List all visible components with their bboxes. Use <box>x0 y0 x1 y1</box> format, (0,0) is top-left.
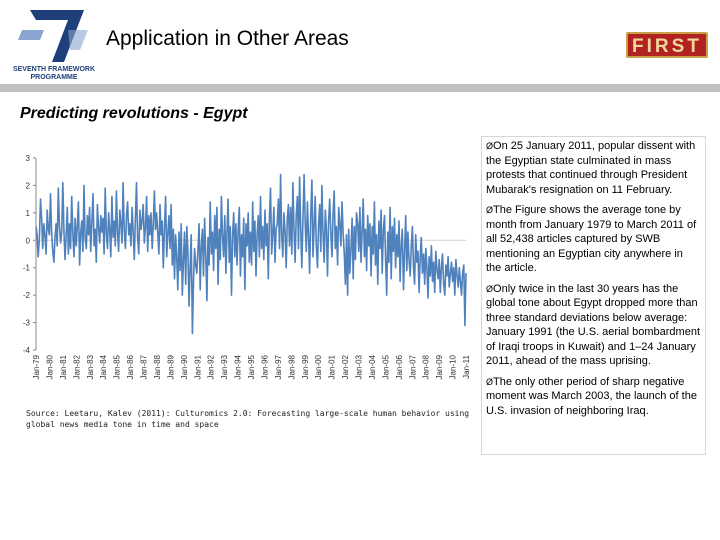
x-tick-label: Jan-79 <box>32 354 41 379</box>
x-tick-label: Jan-99 <box>301 354 310 379</box>
x-tick-label: Jan-03 <box>355 354 364 379</box>
x-tick-label: Jan-09 <box>435 354 444 379</box>
y-tick-label: -2 <box>23 291 31 300</box>
x-tick-label: Jan-87 <box>140 354 149 379</box>
arrow-bullet-icon: Ø <box>486 205 494 215</box>
bullet-text: The Figure shows the average tone by mon… <box>486 204 697 274</box>
x-tick-label: Jan-88 <box>153 354 162 379</box>
y-tick-label: -3 <box>23 319 31 328</box>
fp7-logo: SEVENTH FRAMEWORK PROGRAMME <box>8 4 100 84</box>
x-tick-label: Jan-93 <box>220 354 229 379</box>
first-logo-text: FIRST <box>632 36 702 57</box>
y-tick-label: 3 <box>26 154 31 163</box>
x-tick-label: Jan-95 <box>247 354 256 379</box>
x-tick-label: Jan-01 <box>328 354 337 379</box>
x-tick-label: Jan-86 <box>126 354 135 379</box>
bullet-item: ØOn 25 January 2011, popular dissent wit… <box>486 139 701 197</box>
x-tick-label: Jan-02 <box>341 354 350 379</box>
bullet-panel: ØOn 25 January 2011, popular dissent wit… <box>481 136 706 455</box>
bullet-item: ØThe Figure shows the average tone by mo… <box>486 203 701 276</box>
x-tick-label: Jan-00 <box>314 354 323 379</box>
x-tick-label: Jan-94 <box>234 354 243 379</box>
x-tick-label: Jan-80 <box>45 354 54 379</box>
x-tick-label: Jan-91 <box>193 354 202 379</box>
y-tick-label: -4 <box>23 346 31 355</box>
x-tick-label: Jan-89 <box>166 354 175 379</box>
x-tick-label: Jan-96 <box>260 354 269 379</box>
tone-series-line <box>35 173 467 335</box>
arrow-bullet-icon: Ø <box>486 376 494 387</box>
bullet-item: ØOnly twice in the last 30 years has the… <box>486 282 701 369</box>
header-divider <box>0 84 720 92</box>
x-tick-label: Jan-90 <box>180 354 189 379</box>
y-tick-label: 1 <box>26 209 31 218</box>
x-tick-label: Jan-04 <box>368 354 377 379</box>
y-tick-label: 0 <box>26 236 31 245</box>
bullet-item: ØThe only other period of sharp negative… <box>486 375 701 419</box>
x-tick-label: Jan-97 <box>274 354 283 379</box>
x-tick-label: Jan-05 <box>381 354 390 379</box>
arrow-bullet-icon: Ø <box>486 283 494 294</box>
bullet-text: Only twice in the last 30 years has the … <box>486 282 701 368</box>
first-logo: FIRST <box>626 28 708 64</box>
x-tick-label: Jan-82 <box>72 354 81 379</box>
x-tick-label: Jan-06 <box>395 354 404 379</box>
y-tick-label: -1 <box>23 264 31 273</box>
header-title: Application in Other Areas <box>106 27 349 50</box>
fp7-caption: SEVENTH FRAMEWORK PROGRAMME <box>12 66 96 81</box>
x-tick-label: Jan-92 <box>207 354 216 379</box>
x-tick-label: Jan-84 <box>99 354 108 379</box>
x-tick-label: Jan-10 <box>449 354 458 379</box>
x-tick-label: Jan-81 <box>59 354 68 379</box>
y-tick-label: 2 <box>26 181 31 190</box>
fp7-seven-icon <box>18 10 88 62</box>
slide-title: Predicting revolutions - Egypt <box>20 105 248 122</box>
x-tick-label: Jan-07 <box>408 354 417 379</box>
x-tick-label: Jan-11 <box>462 354 471 378</box>
bullet-text: On 25 January 2011, popular dissent with… <box>486 140 696 196</box>
arrow-bullet-icon: Ø <box>486 141 494 151</box>
x-tick-label: Jan-98 <box>287 354 296 379</box>
x-tick-label: Jan-85 <box>113 354 122 379</box>
tone-chart: 3 2 1 0 -1 -2 -3 -4 Jan-79 Jan-80 Jan-81 Jan-82 Jan-… <box>18 148 474 388</box>
x-tick-label: Jan-83 <box>86 354 95 379</box>
x-tick-label: Jan-08 <box>422 354 431 379</box>
bullet-text: The only other period of sharp negative … <box>486 375 697 417</box>
first-logo-icon: FIRST <box>626 32 708 58</box>
source-citation: Source: Leetaru, Kalev (2011): Culturomi… <box>26 409 470 429</box>
